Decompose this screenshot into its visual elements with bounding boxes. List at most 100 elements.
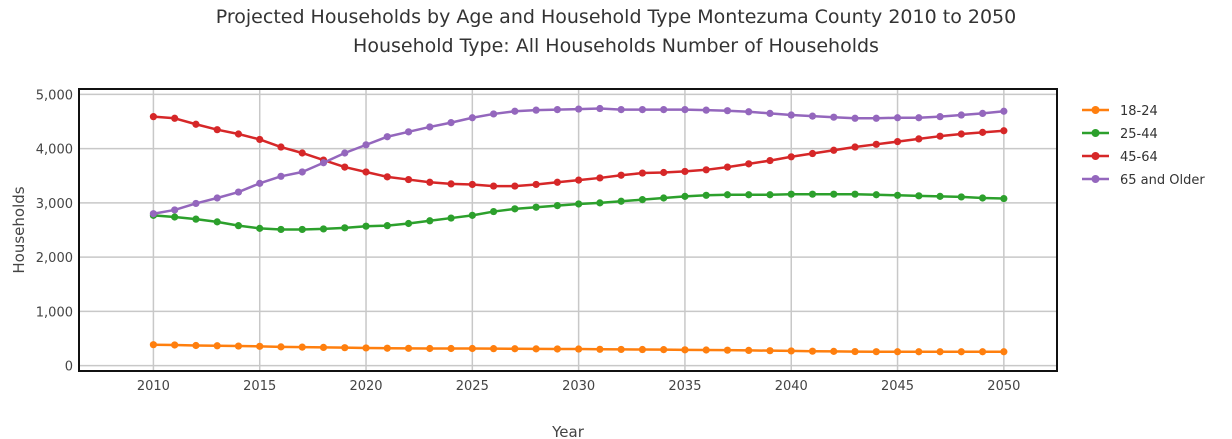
data-point[interactable]	[787, 111, 795, 119]
data-point[interactable]	[787, 347, 795, 355]
data-point[interactable]	[766, 347, 774, 355]
data-point[interactable]	[213, 218, 221, 226]
legend-item[interactable]: 18-24	[1082, 104, 1158, 119]
data-point[interactable]	[277, 343, 285, 351]
data-point[interactable]	[808, 112, 817, 120]
data-point[interactable]	[851, 143, 859, 151]
data-point[interactable]	[511, 182, 519, 190]
data-point[interactable]	[957, 348, 965, 356]
data-point[interactable]	[681, 192, 689, 200]
data-point[interactable]	[319, 343, 328, 352]
data-point[interactable]	[298, 149, 306, 157]
data-point[interactable]	[787, 190, 795, 198]
data-point[interactable]	[277, 172, 285, 180]
data-point[interactable]	[171, 341, 179, 349]
data-point[interactable]	[468, 114, 476, 122]
data-point[interactable]	[872, 348, 880, 356]
data-point[interactable]	[1000, 194, 1008, 203]
data-point[interactable]	[234, 130, 243, 138]
data-point[interactable]	[213, 126, 221, 134]
data-point[interactable]	[808, 149, 817, 158]
data-point[interactable]	[298, 343, 306, 351]
data-point[interactable]	[830, 146, 838, 154]
data-point[interactable]	[808, 190, 817, 198]
data-point[interactable]	[957, 111, 965, 119]
data-point[interactable]	[978, 109, 987, 118]
data-point[interactable]	[745, 108, 753, 116]
data-point[interactable]	[319, 225, 328, 233]
data-point[interactable]	[596, 174, 604, 182]
data-point[interactable]	[893, 348, 902, 356]
data-point[interactable]	[766, 156, 774, 165]
data-point[interactable]	[192, 341, 200, 350]
data-point[interactable]	[872, 140, 880, 148]
data-point[interactable]	[553, 345, 561, 353]
data-point[interactable]	[404, 219, 413, 228]
data-point[interactable]	[957, 193, 965, 201]
data-point[interactable]	[957, 130, 965, 138]
data-point[interactable]	[234, 188, 243, 196]
data-point[interactable]	[511, 205, 519, 213]
data-point[interactable]	[893, 114, 902, 122]
data-point[interactable]	[723, 163, 732, 171]
data-point[interactable]	[872, 114, 880, 122]
data-point[interactable]	[575, 105, 583, 113]
data-point[interactable]	[192, 199, 200, 208]
data-point[interactable]	[319, 159, 328, 167]
data-point[interactable]	[617, 171, 625, 179]
data-point[interactable]	[745, 346, 753, 354]
data-point[interactable]	[447, 214, 455, 222]
data-point[interactable]	[383, 222, 391, 230]
data-point[interactable]	[575, 345, 583, 353]
data-point[interactable]	[532, 203, 540, 211]
data-point[interactable]	[298, 225, 306, 234]
data-point[interactable]	[192, 120, 200, 128]
data-point[interactable]	[915, 348, 923, 356]
data-point[interactable]	[532, 180, 540, 189]
data-point[interactable]	[341, 224, 349, 232]
data-point[interactable]	[149, 210, 158, 218]
data-point[interactable]	[808, 347, 817, 355]
data-point[interactable]	[553, 106, 561, 114]
data-point[interactable]	[936, 192, 944, 200]
data-point[interactable]	[766, 109, 774, 118]
data-point[interactable]	[489, 110, 498, 118]
data-point[interactable]	[341, 163, 349, 171]
data-point[interactable]	[681, 106, 689, 114]
data-point[interactable]	[171, 206, 179, 214]
data-point[interactable]	[1000, 107, 1008, 115]
data-point[interactable]	[978, 348, 987, 356]
data-point[interactable]	[213, 194, 221, 202]
data-point[interactable]	[617, 345, 625, 354]
data-point[interactable]	[426, 178, 434, 186]
data-point[interactable]	[638, 169, 647, 177]
data-point[interactable]	[447, 119, 455, 127]
data-point[interactable]	[851, 190, 859, 198]
data-point[interactable]	[383, 133, 391, 141]
data-point[interactable]	[915, 135, 923, 143]
data-point[interactable]	[575, 176, 583, 184]
data-point[interactable]	[234, 222, 243, 230]
data-point[interactable]	[511, 107, 519, 115]
data-point[interactable]	[575, 200, 583, 208]
data-point[interactable]	[978, 194, 987, 202]
data-point[interactable]	[745, 191, 753, 199]
data-point[interactable]	[702, 191, 710, 199]
data-point[interactable]	[171, 213, 179, 221]
data-point[interactable]	[915, 114, 923, 122]
data-point[interactable]	[341, 344, 349, 352]
data-point[interactable]	[978, 128, 987, 136]
data-point[interactable]	[277, 225, 285, 234]
data-point[interactable]	[171, 114, 179, 122]
data-point[interactable]	[426, 123, 434, 131]
data-point[interactable]	[362, 344, 370, 352]
data-point[interactable]	[404, 128, 413, 136]
data-point[interactable]	[660, 346, 668, 354]
data-point[interactable]	[468, 344, 476, 353]
data-point[interactable]	[383, 344, 391, 352]
data-point[interactable]	[638, 345, 647, 354]
data-point[interactable]	[596, 199, 604, 207]
data-point[interactable]	[511, 345, 519, 353]
data-point[interactable]	[553, 178, 561, 186]
data-point[interactable]	[489, 345, 498, 353]
